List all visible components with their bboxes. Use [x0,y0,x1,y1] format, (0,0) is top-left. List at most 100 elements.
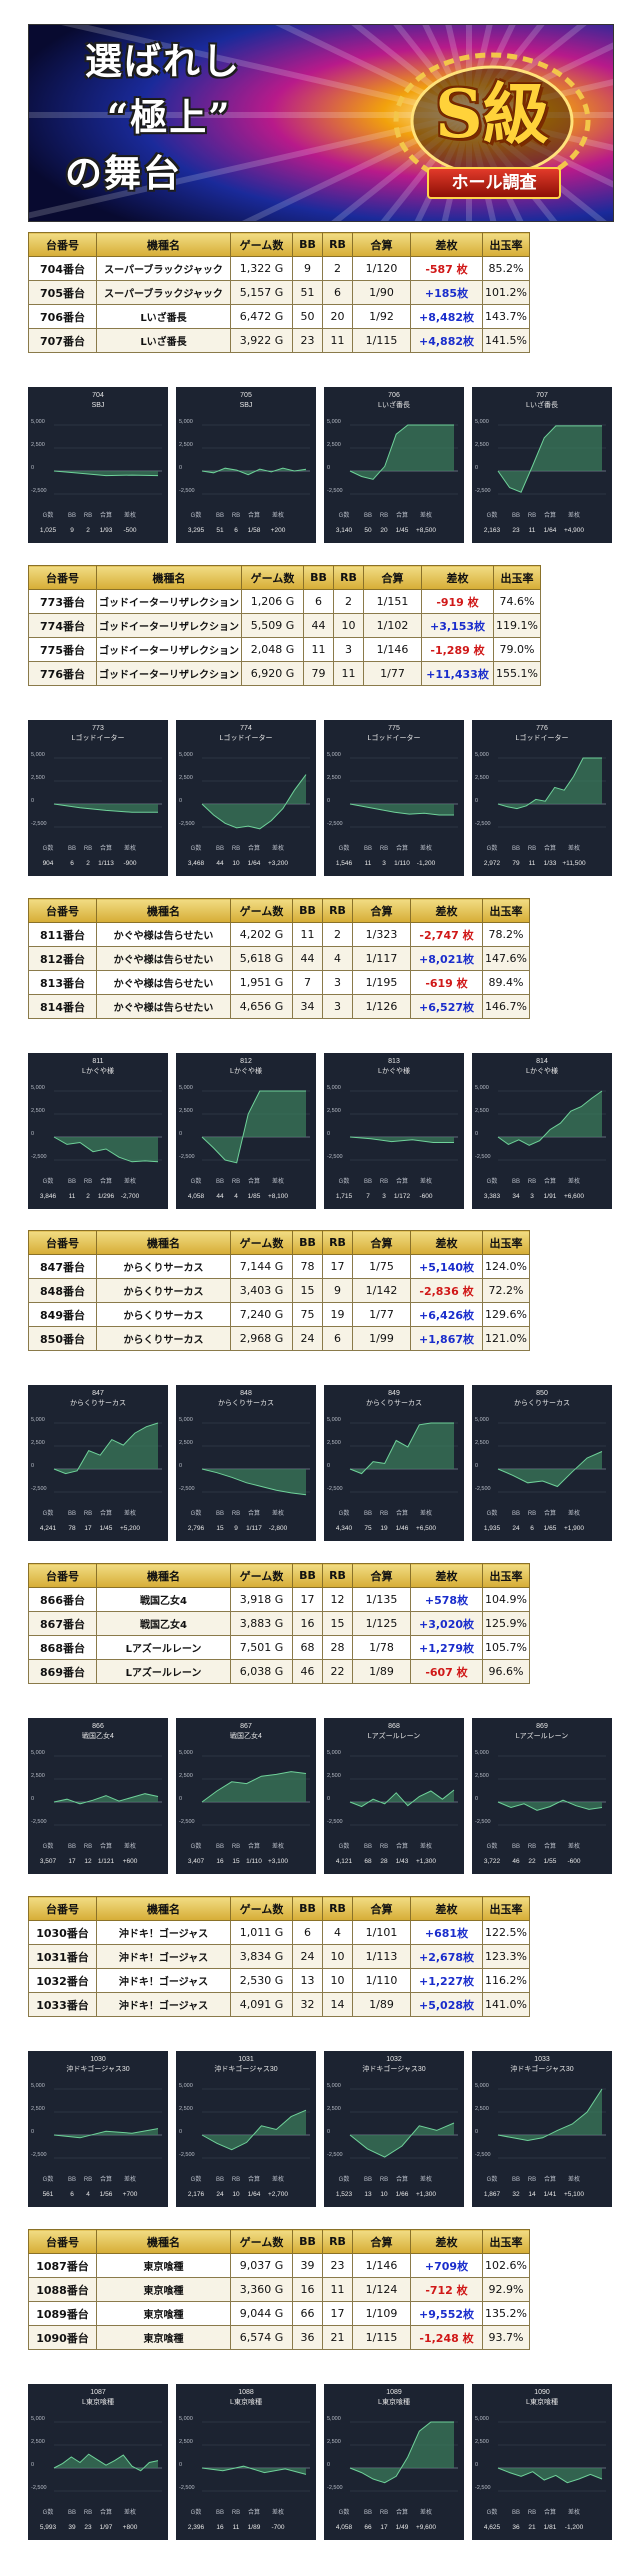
column-header: 差枚 [410,232,483,257]
cell-ratio: 1/75 [352,1254,411,1279]
cell-bb: 9 [292,256,323,281]
cell-no: 847番台 [28,1254,97,1279]
slump-chart-1090: 1090 L東京喰種 5,000 2,500 0 -2,500 G数 BB RB 合算 差枚 4,62… [472,2384,612,2540]
cell-no: 811番台 [28,922,97,947]
chart-stat-value: +6,500 [416,1525,436,1532]
chart-stat-value: 6 [234,527,238,534]
chart-y-tick: -2,500 [327,1154,343,1160]
chart-stat-header: 差枚 [124,1177,136,1185]
column-header: 出玉率 [482,1896,530,1921]
chart-stat-value: +2,700 [268,2191,288,2198]
chart-y-tick: 5,000 [31,1750,45,1756]
chart-y-tick: -2,500 [179,821,195,827]
table-row: 776番台 ゴッドイーターリザレクション 6,920 G 79 11 1/77 +11,43… [28,661,541,686]
chart-machine-number: 1089 [386,2389,402,2396]
chart-machine-number: 1033 [534,2056,550,2063]
chart-stat-header: BB [364,513,372,519]
cell-bb: 16 [292,2277,323,2302]
chart-stat-value: 14 [528,2191,536,2198]
chart-stat-header: 合算 [544,511,556,519]
column-header: 出玉率 [482,1563,530,1588]
chart-y-tick: 5,000 [31,2083,45,2089]
chart-machine-name: L東京喰種 [230,2397,262,2406]
chart-stat-header: 差枚 [420,844,432,852]
chart-y-tick: 2,500 [31,1108,45,1114]
cell-games: 6,038 G [230,1659,293,1684]
chart-area [498,425,602,493]
chart-stat-value: 3,383 [484,1193,501,1200]
cell-rate: 141.5% [482,328,530,353]
chart-stat-value: 1/65 [544,1525,557,1532]
chart-stat-value: -2,800 [269,1525,288,1532]
chart-stat-header: BB [364,846,372,852]
cell-diff: +3,153枚 [421,613,494,638]
column-header: ゲーム数 [230,1230,293,1255]
cell-rate: 101.2% [482,280,530,305]
chart-series-line [53,2128,159,2139]
chart-y-tick: -2,500 [327,1819,343,1825]
cell-diff: -619 枚 [410,970,483,995]
chart-machine-name: Lゴッドイーター [368,733,421,742]
chart-area [202,1469,306,1495]
chart-stat-value: 78 [68,1525,76,1532]
cell-no: 775番台 [28,637,97,662]
chart-stat-value: -2,700 [121,1193,140,1200]
chart-stat-header: G数 [43,2175,54,2183]
column-header: 合算 [363,565,422,590]
chart-stat-header: G数 [339,511,350,519]
chart-area [202,1771,306,1802]
cell-name: Lいざ番長 [96,328,231,353]
chart-stat-value: 3,140 [336,527,353,534]
chart-series-line [349,2421,454,2484]
cell-rate: 155.1% [493,661,541,686]
chart-stat-value: +8,500 [416,527,436,534]
cell-no: 1088番台 [28,2277,97,2302]
chart-area [54,1137,158,1162]
chart-stat-value: 15 [232,1858,240,1865]
chart-stat-header: RB [232,2510,240,2516]
chart-y-tick: 2,500 [31,442,45,448]
cell-games: 5,509 G [241,613,304,638]
chart-machine-name: Lアズールレーン [516,1731,569,1740]
cell-no: 1089番台 [28,2301,97,2326]
chart-y-tick: 2,500 [327,775,341,781]
cell-diff: +1,867枚 [410,1326,483,1351]
banner-title-line3: の舞台 [65,151,182,195]
chart-stat-value: +3,100 [268,1858,288,1865]
slump-chart-811: 811 Lかぐや様 5,000 2,500 0 -2,500 G数 BB RB 合算 差枚 3,846… [28,1053,168,1209]
cell-ratio: 1/151 [363,589,422,614]
chart-machine-name: Lゴッドイーター [72,733,125,742]
cell-name: 東京喰種 [96,2253,231,2278]
chart-stat-value: 1/81 [544,2524,557,2531]
chart-series-line [53,803,158,813]
chart-stat-header: G数 [191,1177,202,1185]
chart-stat-header: 差枚 [420,2508,432,2516]
cell-games: 4,091 G [230,1992,293,2017]
chart-stat-header: 差枚 [420,1842,432,1850]
cell-games: 7,240 G [230,1302,293,1327]
chart-stat-header: G数 [339,844,350,852]
chart-stat-header: RB [528,846,536,852]
slump-chart-1032: 1032 沖ドキゴージャス30 5,000 2,500 0 -2,500 G数 BB RB 合算 差… [324,2051,464,2207]
cell-diff: +5,028枚 [410,1992,483,2017]
table-row: 869番台 Lアズールレーン 6,038 G 46 22 1/89 -607 枚 96.6% [28,1659,530,1684]
cell-rb: 23 [322,2253,353,2278]
cell-rb: 15 [322,1611,353,1636]
slump-chart-866: 866 戦国乙女4 5,000 2,500 0 -2,500 G数 BB RB 合算 差枚 3,507… [28,1718,168,1874]
slump-chart-705: 705 SBJ 5,000 2,500 0 -2,500 G数 BB RB 合算 差枚 3,295 51… [176,387,316,543]
chart-stat-header: G数 [43,511,54,519]
chart-stat-value: 17 [68,1858,76,1865]
cell-bb: 6 [292,1920,323,1945]
cell-diff: -607 枚 [410,1659,483,1684]
cell-games: 1,322 G [230,256,293,281]
chart-area [350,804,454,815]
chart-series-line [349,424,454,480]
chart-stat-header: G数 [487,511,498,519]
chart-y-tick: 0 [31,1463,34,1469]
chart-stat-header: RB [84,1511,92,1517]
badge-sub-ribbon: ホール調査 [427,167,561,199]
chart-y-tick: 2,500 [327,442,341,448]
cell-diff: +6,426枚 [410,1302,483,1327]
column-header: RB [322,232,353,257]
chart-stat-header: 合算 [248,1842,260,1850]
